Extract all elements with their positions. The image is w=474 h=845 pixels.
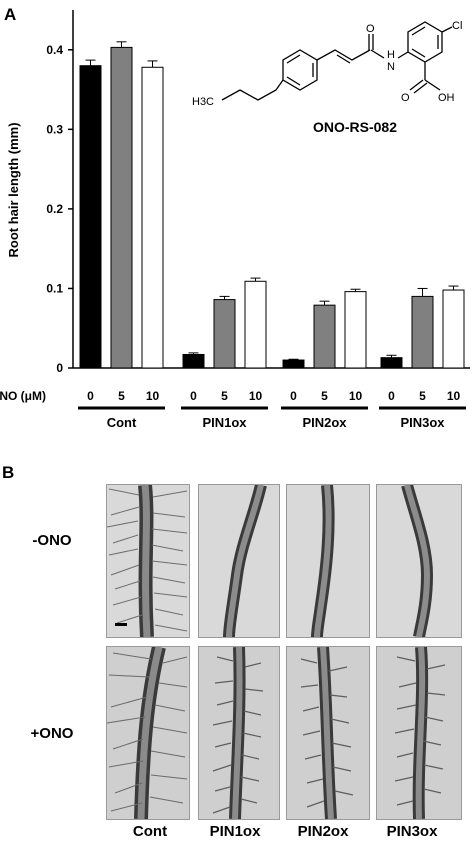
vinyl-double-bond [336, 54, 351, 64]
col-label-pin2ox: PIN2ox [298, 823, 350, 840]
y-axis-title: Root hair length (mm) [6, 122, 21, 257]
root-cont-minus-ono [107, 485, 188, 637]
root-cont-plus-ono [107, 647, 188, 819]
amide-bond [370, 49, 385, 59]
bar-pin1ox-0 [182, 353, 205, 369]
micrograph-pin3ox-minus-ono [376, 484, 462, 638]
bar-pin2ox-10 [344, 291, 367, 369]
bar-pin2ox-0 [282, 359, 305, 369]
micrograph-pin2ox-minus-ono [286, 484, 370, 638]
y-tick-label: 0.3 [46, 122, 63, 136]
amide-n-label: N [387, 61, 395, 73]
acid-carbonyl-1 [409, 79, 424, 91]
bar-cont-0 [79, 65, 102, 369]
concentration-label: 10 [447, 389, 461, 403]
y-tick-label: 0.1 [46, 281, 63, 295]
ring1-double-bond-1 [286, 54, 301, 64]
panel-b-label: B [2, 463, 14, 482]
ring1-double-bond-3 [286, 76, 301, 86]
concentration-label: 10 [249, 389, 263, 403]
root-pin2ox-minus-ono [311, 485, 335, 637]
bar-pin2ox-5 [313, 304, 336, 369]
acid-hydroxyl-bond [424, 79, 441, 91]
concentration-label: 0 [190, 389, 197, 403]
pentyl-chain [221, 79, 284, 101]
chloro-label: Cl [452, 20, 462, 32]
concentration-label: 0 [290, 389, 297, 403]
oxygen-label: O [366, 23, 375, 35]
root-pin1ox-minus-ono [223, 485, 267, 637]
group-label-pin1ox: PIN1ox [202, 415, 247, 430]
ring2-double-bond-1 [411, 26, 426, 36]
bar-pin3ox-5 [411, 295, 434, 369]
concentration-label: 5 [419, 389, 426, 403]
benzene-ring-2 [407, 21, 443, 63]
acid-o-label: O [401, 92, 410, 104]
compound-name: ONO-RS-082 [313, 119, 397, 135]
acid-oh-label: OH [438, 92, 455, 104]
methyl-label: H3C [192, 96, 214, 108]
row-label-minus-ono: -ONO [32, 532, 71, 549]
micrograph-cont-plus-ono [106, 646, 190, 820]
concentration-label: 5 [321, 389, 328, 403]
bar-pin3ox-0 [380, 357, 403, 369]
bar-pin1ox-5 [213, 299, 236, 369]
acid-carbonyl-2 [413, 82, 428, 94]
concentration-label: 5 [221, 389, 228, 403]
amide-h-label: H [387, 49, 395, 61]
benzene-ring-1 [282, 49, 318, 91]
bar-series [79, 41, 465, 369]
col-label-cont: Cont [133, 823, 167, 840]
micrograph-cont-minus-ono [106, 484, 190, 638]
group-label-cont: Cont [107, 415, 137, 430]
y-ticks: 0 0.1 0.2 0.3 0.4 [46, 43, 73, 375]
concentration-label: 0 [388, 389, 395, 403]
concentration-label: 10 [349, 389, 363, 403]
micrograph-pin2ox-plus-ono [286, 646, 370, 820]
col-label-pin3ox: PIN3ox [387, 823, 439, 840]
y-tick-label: 0.2 [46, 202, 63, 216]
acryl-chain [316, 49, 371, 61]
y-tick-label: 0.4 [46, 43, 63, 57]
root-pin1ox-plus-ono [212, 647, 264, 819]
col-label-pin1ox: PIN1ox [210, 823, 262, 840]
chemical-structure [221, 21, 453, 101]
bar-pin1ox-10 [244, 280, 267, 369]
bar-pin3ox-10 [442, 289, 465, 369]
concentration-label: 10 [146, 389, 160, 403]
group-label-pin3ox: PIN3ox [400, 415, 445, 430]
concentration-label: 5 [118, 389, 125, 403]
concentration-label: 0 [87, 389, 94, 403]
x-axis-title: ONO (μM) [0, 389, 46, 403]
root-pin3ox-plus-ono [394, 647, 446, 819]
group-label-pin2ox: PIN2ox [302, 415, 347, 430]
micrograph-pin3ox-plus-ono [376, 646, 462, 820]
panel-a-label: A [4, 5, 16, 24]
root-pin3ox-minus-ono [401, 485, 434, 637]
bar-cont-10 [141, 66, 164, 369]
micrograph-pin1ox-minus-ono [198, 484, 280, 638]
amide-ring-bond [397, 51, 409, 59]
row-label-plus-ono: +ONO [31, 725, 74, 742]
micrograph-pin1ox-plus-ono [198, 646, 280, 820]
root-pin2ox-plus-ono [300, 647, 354, 819]
y-tick-label: 0 [56, 361, 63, 375]
ring2-double-bond-3 [411, 48, 426, 58]
chloro-bond [441, 26, 453, 33]
bar-cont-5 [110, 46, 133, 369]
